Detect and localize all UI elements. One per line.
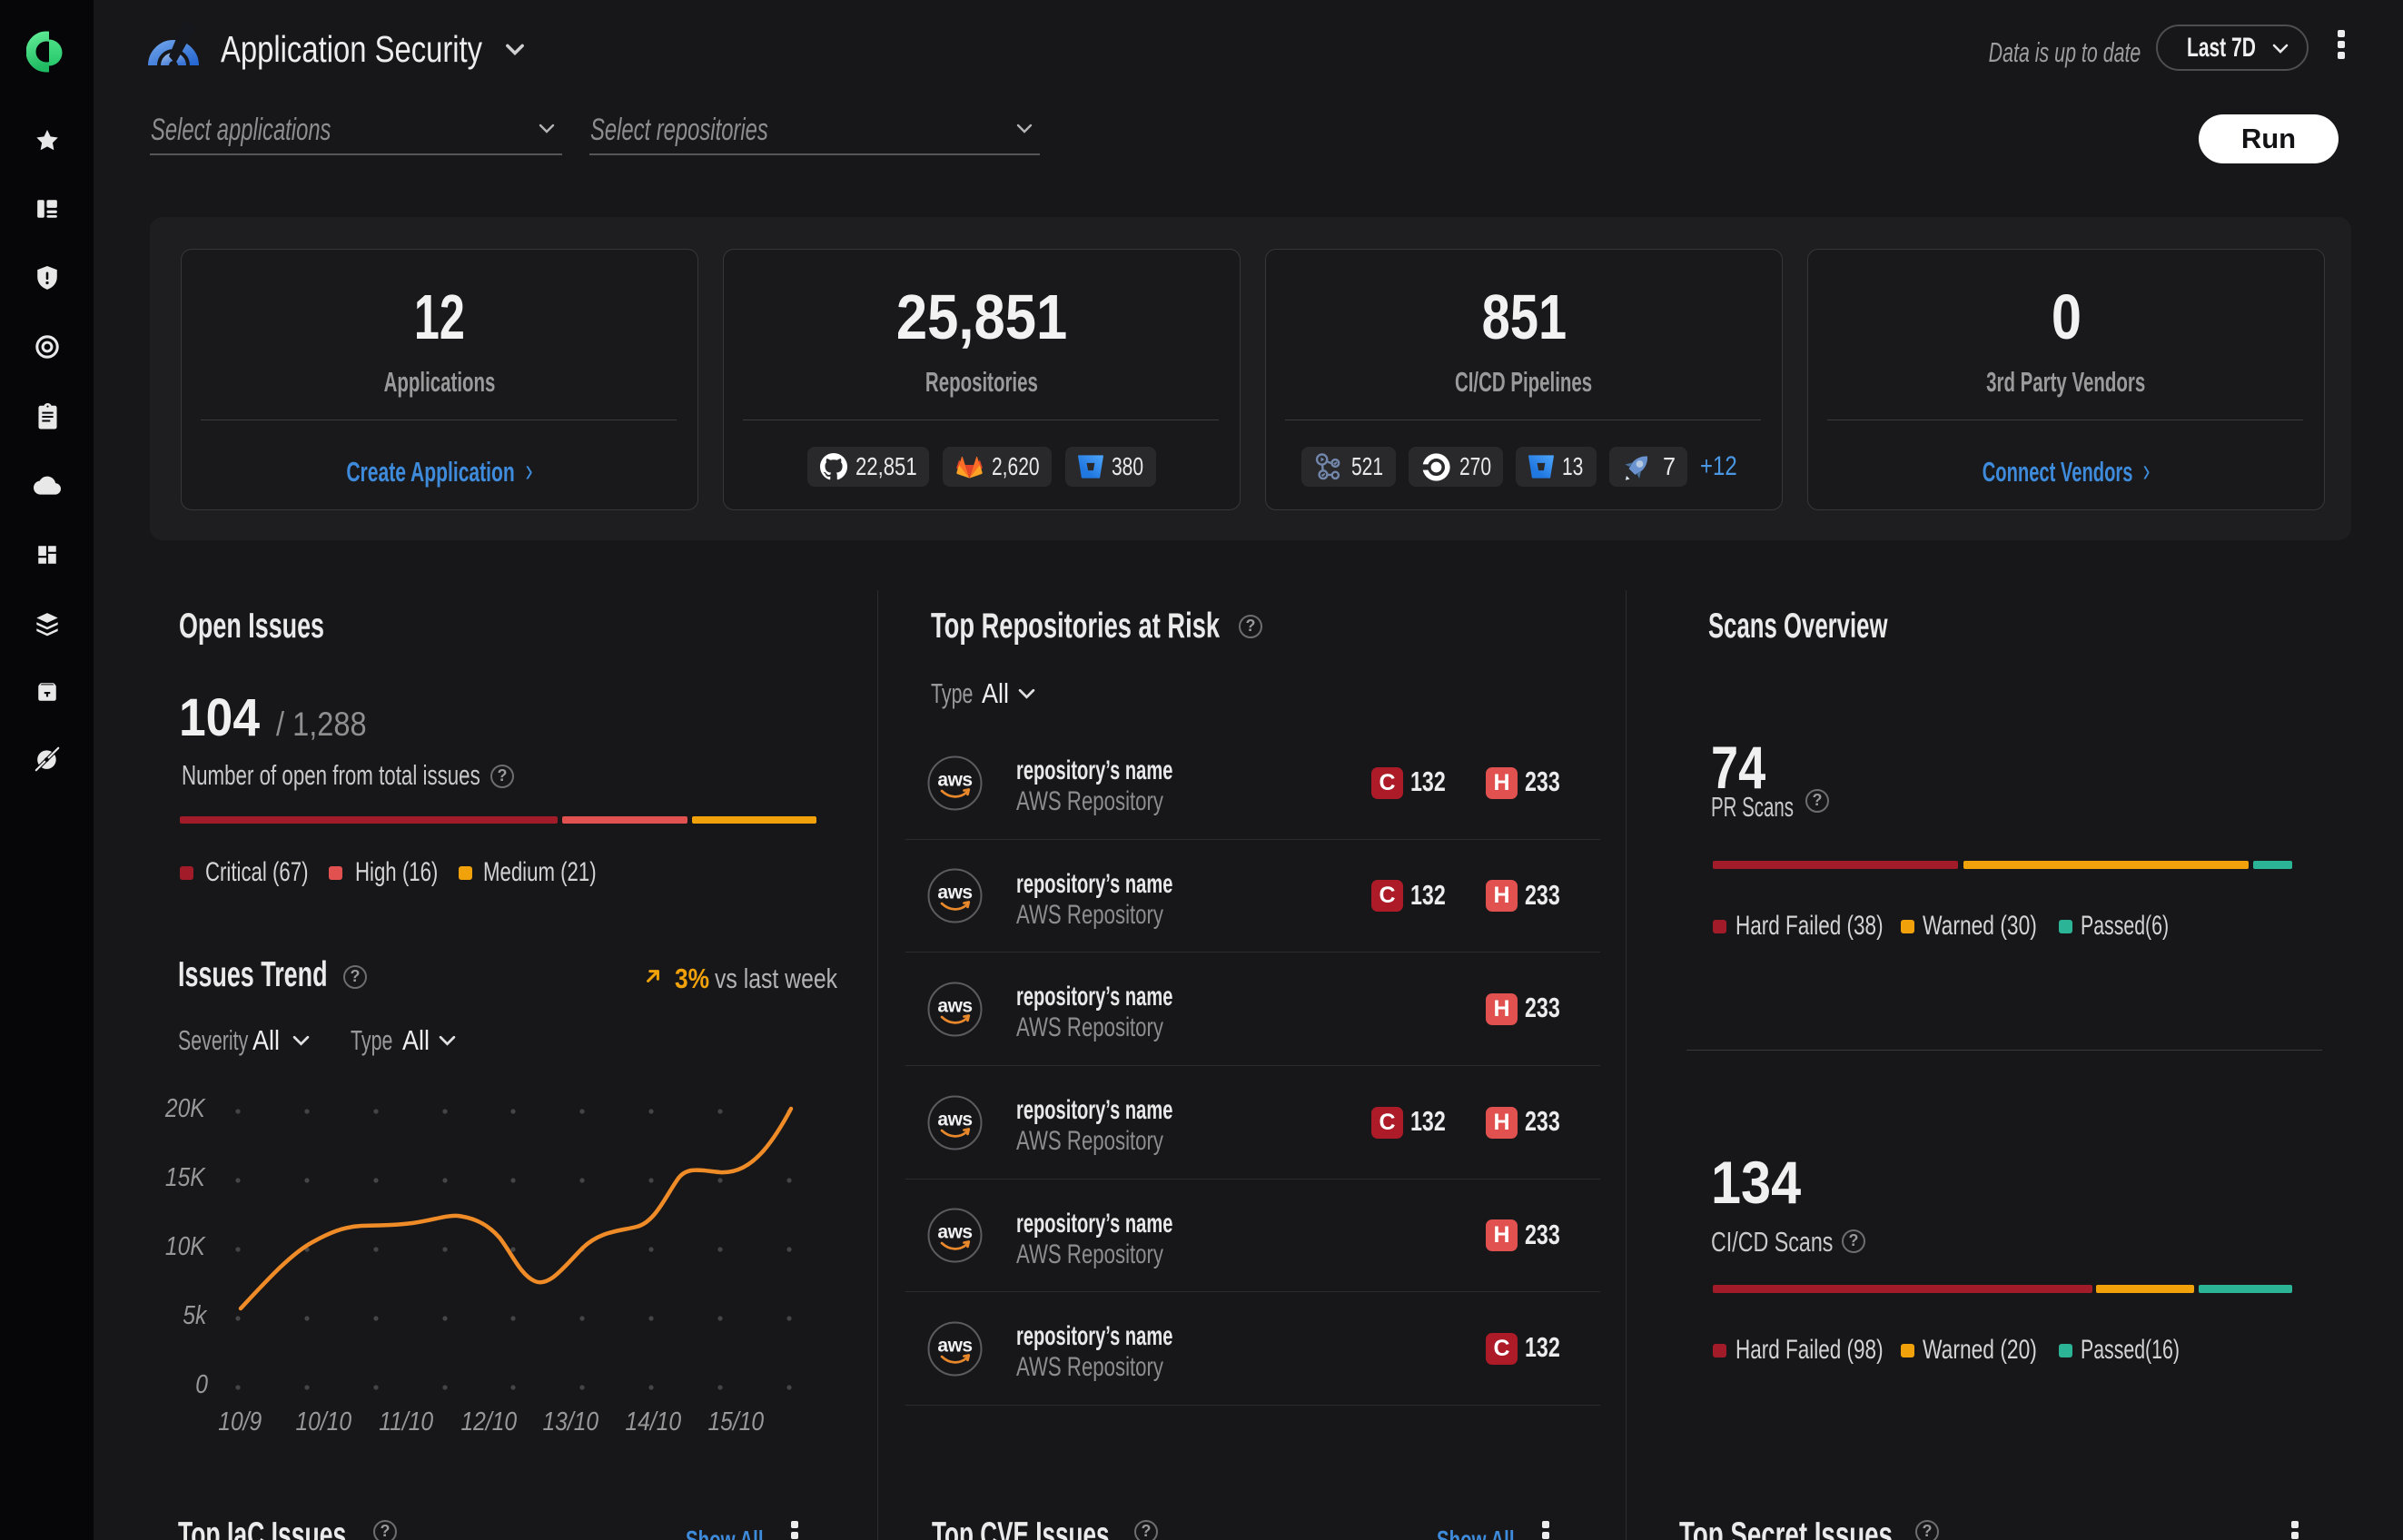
svg-text:aws: aws <box>937 770 972 791</box>
svg-text:aws: aws <box>937 1336 972 1357</box>
svg-text:aws: aws <box>937 1110 972 1130</box>
svg-text:aws: aws <box>937 996 972 1017</box>
svg-text:aws: aws <box>937 883 972 903</box>
svg-text:aws: aws <box>937 1222 972 1243</box>
